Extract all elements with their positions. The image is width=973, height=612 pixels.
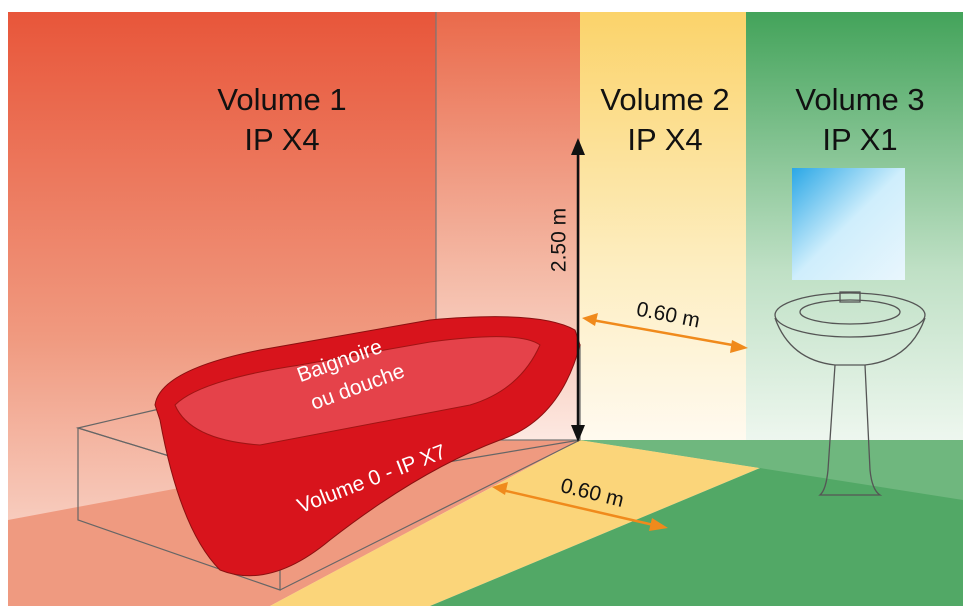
sink <box>774 291 926 496</box>
zone-name: Volume 2 <box>600 82 729 117</box>
mirror <box>792 168 905 280</box>
zone-name: Volume 3 <box>795 82 924 117</box>
zone-rating: IP X4 <box>627 122 702 157</box>
distance-arrows <box>492 313 748 531</box>
zone-name: Volume 1 <box>217 82 346 117</box>
zone-rating: IP X4 <box>244 122 319 157</box>
zone-rating: IP X1 <box>822 122 897 157</box>
height-label: 2.50 m <box>548 208 571 272</box>
height-arrow <box>571 138 585 442</box>
